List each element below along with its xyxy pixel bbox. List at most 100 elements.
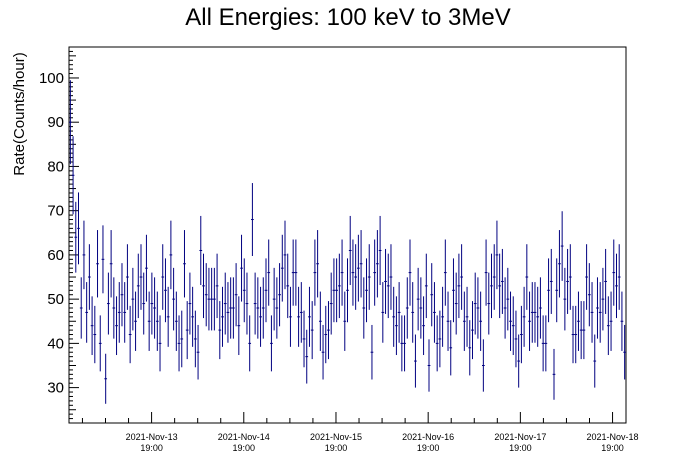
- data-point: [522, 286, 526, 347]
- data-point: [193, 310, 197, 368]
- data-point: [229, 277, 233, 339]
- data-point: [174, 291, 178, 351]
- data-point: [297, 286, 300, 347]
- data-point: [555, 258, 559, 323]
- data-point: [202, 253, 205, 319]
- data-point: [465, 286, 469, 347]
- data-point: [77, 192, 80, 265]
- data-point: [601, 267, 605, 331]
- data-point: [232, 277, 235, 339]
- data-point: [302, 310, 306, 368]
- data-point: [490, 253, 493, 319]
- x-tick-time-label: 19:00: [417, 443, 440, 453]
- data-point: [481, 339, 485, 392]
- data-point: [623, 324, 626, 380]
- data-point: [579, 301, 583, 360]
- data-point: [571, 305, 575, 364]
- data-point: [335, 258, 338, 323]
- data-point: [210, 267, 214, 331]
- data-point: [604, 248, 607, 314]
- x-tick-time-label: 19:00: [233, 443, 256, 453]
- x-tick-date-label: 2021-Nov-14: [218, 432, 270, 442]
- x-tick-date-label: 2021-Nov-13: [126, 432, 178, 442]
- data-point: [346, 258, 349, 323]
- data-point: [443, 239, 447, 306]
- data-point: [435, 315, 439, 372]
- data-point: [590, 282, 594, 343]
- data-point: [289, 286, 292, 347]
- data-point: [242, 258, 246, 323]
- data-point: [452, 258, 455, 323]
- data-point: [343, 291, 347, 351]
- data-point: [560, 211, 564, 281]
- y-tick-label: 80: [47, 158, 64, 175]
- x-tick-date-label: 2021-Nov-18: [587, 432, 639, 442]
- data-point: [408, 239, 412, 306]
- data-point: [405, 277, 409, 339]
- data-point: [82, 220, 86, 290]
- data-point: [517, 334, 521, 388]
- data-point: [172, 267, 175, 331]
- data-point: [492, 244, 496, 310]
- data-point: [136, 253, 140, 319]
- data-point: [196, 324, 200, 380]
- data-point: [294, 239, 298, 306]
- data-point: [123, 282, 127, 343]
- data-point: [169, 220, 173, 290]
- data-point: [392, 286, 396, 347]
- data-point: [473, 272, 477, 335]
- data-point: [145, 234, 148, 302]
- data-point: [468, 320, 472, 376]
- data-point: [620, 291, 624, 351]
- data-point: [509, 291, 512, 351]
- data-point: [386, 253, 390, 319]
- data-point: [593, 334, 597, 388]
- data-point: [278, 263, 281, 327]
- data-point: [161, 244, 165, 310]
- data-point: [454, 272, 458, 335]
- data-point: [384, 248, 387, 314]
- data-point: [115, 296, 118, 356]
- data-point: [514, 310, 518, 368]
- data-point: [582, 301, 586, 360]
- data-point: [348, 215, 352, 286]
- data-point: [71, 136, 75, 215]
- data-point: [240, 234, 243, 302]
- data-point: [367, 244, 371, 310]
- data-point: [286, 253, 290, 319]
- data-point: [506, 267, 510, 331]
- data-point: [566, 248, 569, 314]
- data-point: [153, 277, 156, 339]
- data-point: [549, 248, 553, 314]
- x-tick-date-label: 2021-Nov-16: [402, 432, 454, 442]
- y-tick-label: 50: [47, 291, 64, 308]
- data-point: [332, 258, 336, 323]
- data-point: [88, 244, 91, 310]
- data-point: [585, 244, 588, 310]
- data-point: [577, 291, 580, 351]
- data-point: [267, 239, 271, 306]
- data-point: [185, 301, 189, 360]
- data-point: [245, 272, 249, 335]
- y-axis-label: Rate(Counts/hour): [11, 52, 28, 175]
- data-point: [563, 267, 567, 331]
- data-point: [547, 258, 550, 323]
- data-point: [283, 220, 287, 290]
- data-point: [476, 277, 480, 339]
- data-point: [441, 286, 444, 347]
- data-point: [530, 282, 534, 343]
- data-point: [318, 291, 322, 351]
- data-point: [251, 183, 254, 256]
- data-point: [422, 296, 425, 356]
- data-point: [112, 277, 116, 339]
- data-point: [237, 296, 241, 356]
- y-tick-label: 70: [47, 203, 64, 220]
- data-point: [158, 315, 162, 372]
- x-tick-time-label: 19:00: [509, 443, 532, 453]
- y-tick-label: 60: [47, 247, 64, 264]
- data-point: [107, 272, 110, 335]
- data-point: [574, 305, 578, 364]
- data-point: [85, 282, 89, 343]
- data-point: [433, 282, 436, 343]
- data-point: [321, 324, 325, 380]
